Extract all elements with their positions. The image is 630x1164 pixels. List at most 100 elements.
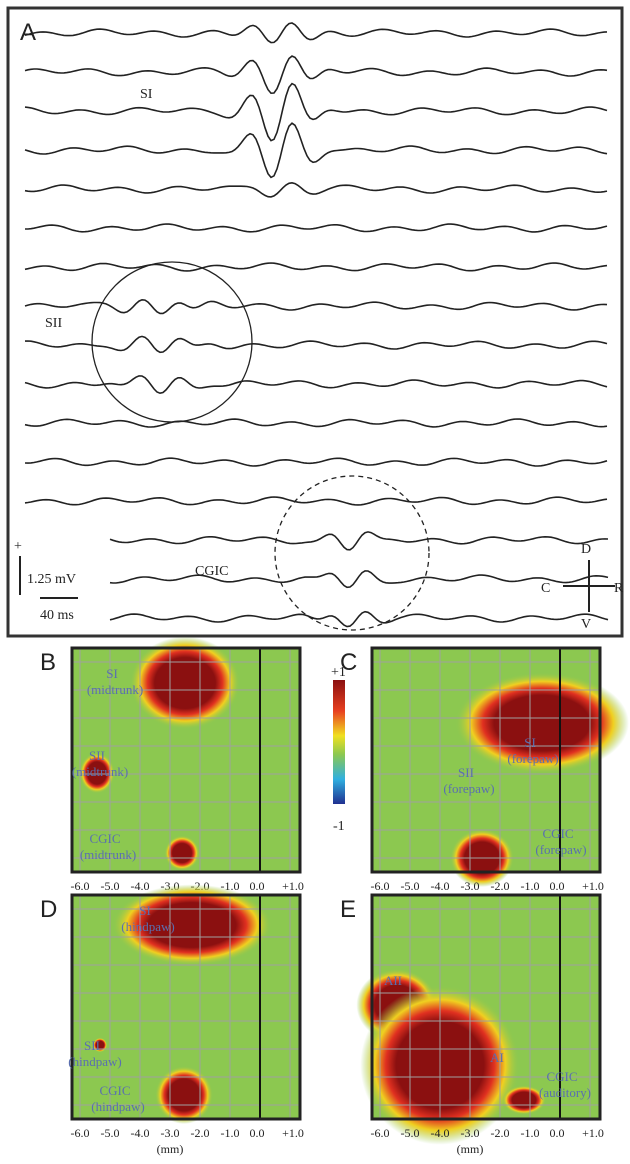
x-tick-label: 0.0 xyxy=(550,879,565,893)
region-label: (forepaw) xyxy=(507,751,558,766)
x-tick-label: -6.0 xyxy=(71,1126,90,1140)
colorbar-min: -1 xyxy=(333,819,345,834)
x-tick-label: 0.0 xyxy=(550,1126,565,1140)
region-label: SI xyxy=(139,903,151,918)
x-tick-label: +1.0 xyxy=(582,879,604,893)
activation xyxy=(502,1085,546,1115)
x-unit: (mm) xyxy=(457,1142,484,1156)
x-tick-label: -2.0 xyxy=(191,1126,210,1140)
activation xyxy=(129,636,241,730)
x-tick-label: -2.0 xyxy=(491,879,510,893)
trace xyxy=(24,335,608,354)
cgic-circle xyxy=(274,475,430,631)
trace xyxy=(24,375,608,395)
trace xyxy=(24,22,608,44)
x-tick-label: -6.0 xyxy=(71,879,90,893)
x-tick-label: 0.0 xyxy=(250,1126,265,1140)
trace xyxy=(24,262,608,272)
x-tick-label: -5.0 xyxy=(401,879,420,893)
map-frame xyxy=(70,893,302,1121)
panel-label: E xyxy=(340,896,356,923)
map-panel: D SI(hindpaw)SII(hindpaw)CGIC(hindpaw)-6.… xyxy=(40,884,304,1156)
map-frame xyxy=(70,646,302,874)
x-tick-label: -1.0 xyxy=(221,1126,240,1140)
x-tick-label: -3.0 xyxy=(161,1126,180,1140)
region-label: (auditory) xyxy=(539,1085,591,1100)
region-label: CGIC xyxy=(89,831,120,846)
x-unit: (mm) xyxy=(157,1142,184,1156)
x-tick-label: +1.0 xyxy=(282,1126,304,1140)
colorbar-max: +1 xyxy=(331,665,346,680)
maps: B SI(midtrunk)SII(midtrunk)CGIC(midtrunk)… xyxy=(40,636,629,1156)
trace xyxy=(24,82,608,142)
region-label: AI xyxy=(490,1050,504,1065)
x-tick-label: -4.0 xyxy=(431,879,450,893)
trace xyxy=(24,122,608,179)
region-label: SI xyxy=(140,87,153,102)
activation xyxy=(79,752,115,794)
polarity: + xyxy=(14,539,22,554)
region-label: (hindpaw) xyxy=(121,919,174,934)
region-label: SII xyxy=(458,765,474,780)
compass-label: D xyxy=(581,542,591,557)
region-label: CGIC xyxy=(99,1083,130,1098)
x-tick-label: +1.0 xyxy=(582,1126,604,1140)
region-label: (forepaw) xyxy=(535,842,586,857)
x-tick-label: -4.0 xyxy=(131,1126,150,1140)
panel-a-frame xyxy=(6,6,624,638)
x-tick-label: -4.0 xyxy=(131,879,150,893)
map-panel: CSI(forepaw)SII(forepaw)CGIC(forepaw)-6.… xyxy=(340,646,629,893)
x-tick-label: -1.0 xyxy=(521,879,540,893)
trace xyxy=(24,457,608,467)
compass-label: C xyxy=(541,581,550,596)
trace xyxy=(24,181,608,198)
region-label: (forepaw) xyxy=(443,781,494,796)
map-frame xyxy=(370,646,602,874)
activation xyxy=(164,835,200,871)
trace xyxy=(109,570,609,589)
colorbar xyxy=(333,680,345,804)
voltage-scale: 1.25 mV xyxy=(27,572,76,587)
x-tick-label: -3.0 xyxy=(461,1126,480,1140)
region-label: (midtrunk) xyxy=(80,847,136,862)
sii-circle xyxy=(91,261,253,423)
region-label: SII xyxy=(84,1038,100,1053)
time-scale: 40 ms xyxy=(40,608,74,623)
map-frame xyxy=(370,893,602,1121)
trace xyxy=(109,531,609,551)
x-tick-label: -5.0 xyxy=(101,1126,120,1140)
region-label: SII xyxy=(45,316,62,331)
region-label: CGIC xyxy=(546,1069,577,1084)
region-label: (midtrunk) xyxy=(72,764,128,779)
x-tick-label: -4.0 xyxy=(431,1126,450,1140)
region-label: CGIC xyxy=(195,564,228,579)
trace xyxy=(109,610,609,628)
x-tick-label: -6.0 xyxy=(371,879,390,893)
activation xyxy=(455,672,629,774)
map-panel: B SI(midtrunk)SII(midtrunk)CGIC(midtrunk)… xyxy=(40,636,304,893)
traces xyxy=(24,22,609,628)
panel-label: B xyxy=(40,649,56,676)
trace xyxy=(24,418,608,428)
region-label: SII xyxy=(89,748,105,763)
region-label: SI xyxy=(524,735,536,750)
trace xyxy=(24,298,608,315)
activation xyxy=(112,884,272,966)
region-label: CGIC xyxy=(542,826,573,841)
x-tick-label: -2.0 xyxy=(491,1126,510,1140)
region-label: (midtrunk) xyxy=(87,682,143,697)
x-tick-label: 0.0 xyxy=(250,879,265,893)
x-tick-label: -3.0 xyxy=(461,879,480,893)
x-tick-label: -6.0 xyxy=(371,1126,390,1140)
region-label: AII xyxy=(384,973,402,988)
trace xyxy=(25,223,608,233)
panel-label: D xyxy=(40,896,57,923)
compass-label: R xyxy=(614,581,624,596)
region-label: SI xyxy=(106,666,118,681)
panel-label: A xyxy=(20,19,36,46)
map-panel: E AII AI CGIC(auditory) -6.0 -5.0 -4.0 -3.0 -2.0… xyxy=(340,893,604,1156)
region-label: (hindpaw) xyxy=(91,1099,144,1114)
panel-label: C xyxy=(340,649,357,676)
trace xyxy=(24,55,608,95)
